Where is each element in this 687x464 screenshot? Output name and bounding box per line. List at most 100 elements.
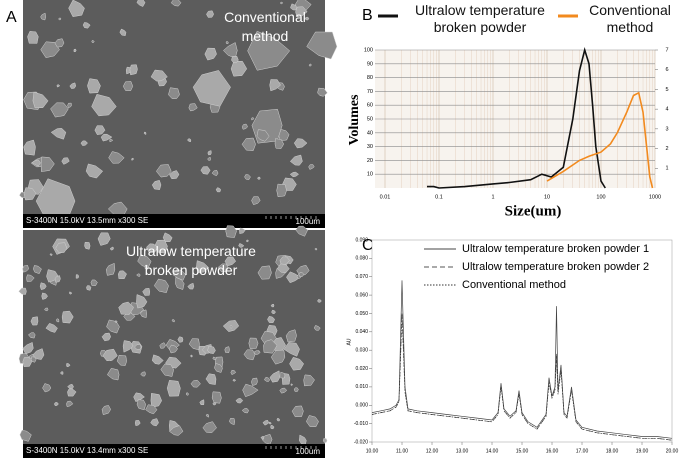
particle [270, 303, 275, 308]
particle [136, 273, 141, 277]
particle [85, 163, 104, 179]
particle [82, 22, 91, 29]
particle [58, 17, 62, 21]
legend-label: Ultralow temperature broken powder [415, 2, 545, 35]
particle [168, 425, 184, 436]
particle [39, 282, 47, 291]
particle [150, 418, 159, 427]
particle [244, 174, 251, 181]
scale-label: 100um [296, 217, 321, 226]
particle [224, 346, 230, 353]
plot-area [371, 239, 673, 443]
particle [251, 196, 261, 206]
y2-tick-label: 5 [665, 87, 668, 93]
particle [211, 169, 219, 177]
y-tick-label: 10 [367, 172, 373, 178]
particle [263, 339, 278, 354]
particle [207, 345, 216, 354]
particle [143, 131, 147, 135]
particle [142, 288, 151, 296]
legend-label: Conventional method [462, 279, 566, 291]
particle [137, 254, 152, 268]
particle [274, 138, 285, 149]
particle [241, 137, 256, 151]
particle [170, 0, 182, 7]
particle [87, 78, 101, 94]
particle [118, 270, 127, 279]
series-line [427, 47, 606, 189]
particle [101, 405, 111, 416]
particle [26, 274, 35, 282]
particle [185, 392, 189, 396]
particle [136, 294, 148, 309]
y-tick-label: 0.080 [355, 256, 368, 262]
particle [279, 256, 290, 267]
particle [225, 225, 237, 238]
particle [271, 309, 276, 315]
x-tick-label: 15.00 [516, 448, 529, 454]
particle [295, 225, 309, 237]
y-tick-label: -0.010 [354, 421, 368, 427]
x-tick-label: 10.00 [366, 448, 379, 454]
particle [105, 262, 116, 276]
particle [30, 316, 39, 326]
y-tick-label: 0.090 [355, 237, 368, 243]
y-tick-label: 0.020 [355, 366, 368, 372]
x-tick-label: 16.00 [546, 448, 559, 454]
particle [269, 370, 281, 383]
particle [251, 377, 258, 386]
particle [22, 357, 33, 367]
particle [114, 320, 118, 324]
particle [90, 279, 98, 286]
particle [91, 39, 95, 43]
particle [140, 371, 146, 377]
particle [229, 418, 236, 426]
particle [101, 332, 111, 342]
particle [118, 301, 135, 315]
image-caption: Ultralow temperature broken powder [126, 243, 256, 278]
particle [106, 368, 120, 381]
particle [306, 415, 319, 428]
particle [44, 307, 49, 312]
info-bar [23, 214, 325, 228]
particle [295, 6, 308, 18]
particle [269, 79, 281, 92]
particle [290, 3, 298, 11]
particle [150, 69, 168, 82]
particle [283, 342, 300, 357]
particle [45, 322, 58, 333]
particle [232, 379, 237, 382]
particle [31, 159, 41, 167]
particle [108, 151, 125, 164]
particle [298, 272, 305, 277]
y-tick-label: 60 [367, 103, 373, 109]
image-info: S-3400N 15.0kV 13.4mm x300 SE [26, 446, 148, 455]
y2-tick-label: 1 [665, 166, 668, 172]
particle [151, 179, 162, 190]
panel-label: A [6, 9, 17, 26]
particle [61, 310, 74, 324]
image-info: S-3400N 15.0kV 13.5mm x300 SE [26, 216, 148, 225]
particle [268, 421, 272, 425]
particle [199, 399, 205, 405]
particle [308, 63, 312, 67]
y-tick-label: 80 [367, 75, 373, 81]
particle [55, 242, 68, 253]
particle [168, 87, 180, 99]
particle [73, 48, 77, 53]
particle [313, 325, 321, 331]
particle [205, 373, 217, 385]
particle [308, 164, 315, 170]
particle [155, 164, 172, 178]
particle [257, 176, 261, 180]
x-tick-label: 17.00 [576, 448, 589, 454]
y-tick-label: 0.000 [355, 403, 368, 409]
particle [229, 325, 233, 329]
particle [187, 282, 195, 290]
particle [267, 315, 276, 323]
particle [60, 371, 64, 375]
particle [224, 256, 237, 267]
y-tick-label: 0.070 [355, 274, 368, 280]
legend-label: Ultralow temperature broken powder 1 [462, 243, 649, 255]
